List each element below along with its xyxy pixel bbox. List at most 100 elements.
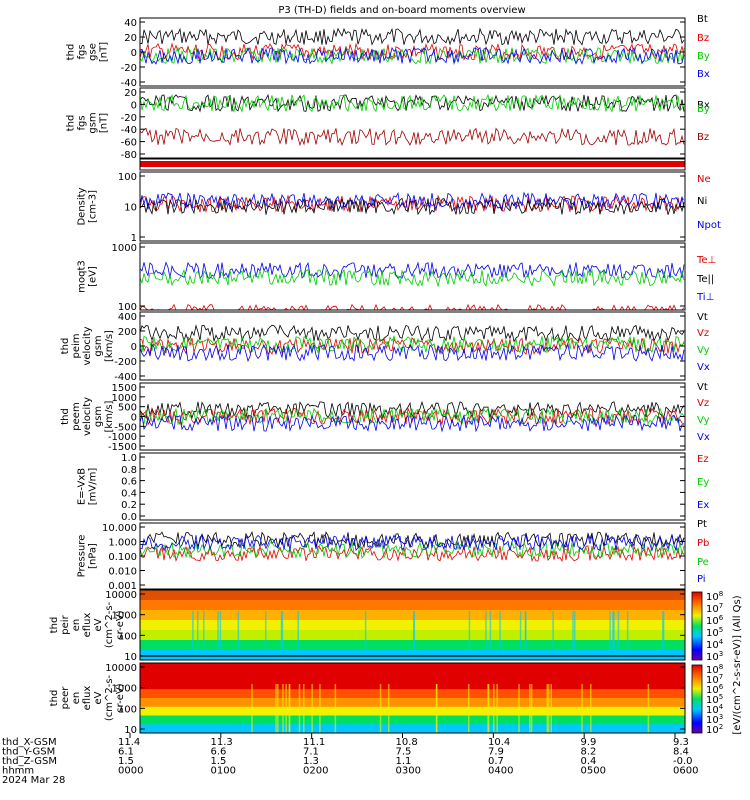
y-tick-label: 10000 (105, 590, 137, 601)
x-row-value: 0400 (488, 766, 513, 777)
y-tick-label: 100 (118, 172, 137, 183)
y-tick-label: 1000 (112, 684, 137, 695)
legend-entry: Bz (697, 33, 709, 44)
x-row-value: 0100 (211, 766, 236, 777)
x-row-label: thd_Z-GSM (2, 756, 57, 767)
series-trace-2 (139, 261, 685, 279)
x-row-value: 8.4 (673, 747, 689, 758)
y-tick-label: -500 (114, 422, 137, 433)
legend-entry: By (697, 51, 710, 62)
y-tick-label: 0.4 (121, 488, 137, 499)
colorbar-tick-label: 107 (706, 673, 723, 686)
spectrogram-band (140, 724, 685, 734)
series-trace-3 (139, 343, 685, 363)
x-row-value: -0.0 (673, 756, 693, 767)
colorbar-tick-label: 106 (706, 683, 724, 696)
y-tick-label: 400 (118, 312, 137, 323)
y-tick-label: -40 (121, 78, 137, 89)
x-row-value: 1.3 (303, 756, 319, 767)
y-tick-label: 10 (124, 652, 137, 663)
colorbar-scale (691, 591, 703, 661)
date-label: 2024 Mar 28 (2, 775, 65, 786)
legend-entry: Te⊥ (696, 255, 716, 266)
panel-frame (139, 662, 686, 734)
series-trace-2 (139, 191, 685, 211)
y-axis-label: thdpeirenefluxeV(cm^2-s-sr-eV) (49, 601, 126, 648)
y-tick-label: 200 (118, 327, 137, 338)
legend-entry: Vy (697, 415, 710, 426)
series-trace-0 (139, 324, 685, 343)
x-row-value: 11.3 (211, 737, 233, 748)
x-row-value: 10.4 (488, 737, 510, 748)
series-trace-0 (139, 303, 685, 311)
x-row-value: 1.1 (396, 756, 412, 767)
x-row-value: 8.2 (581, 747, 597, 758)
spectrogram-band (140, 715, 685, 725)
spectrogram-band (140, 689, 685, 699)
flag-bar (140, 161, 685, 167)
spectrogram-band (140, 610, 685, 621)
colorbar-tick-label: 105 (706, 626, 723, 639)
y-axis-label: moqt3[eV] (77, 260, 99, 293)
y-tick-label: -20 (121, 63, 137, 74)
colorbar-tick-label: 102 (706, 723, 723, 736)
legend-entry: Pe (697, 557, 709, 568)
y-tick-label: 100 (118, 704, 137, 715)
y-tick-label: 10000 (105, 663, 137, 674)
y-tick-label: 1.0 (121, 453, 137, 464)
series-trace-2 (139, 335, 685, 354)
x-row-value: 7.9 (488, 747, 504, 758)
legend-entry: Ni (697, 196, 707, 207)
panel-pressure: 10.000 1.000 0.100 0.010 0.001 Pressure[nPa] P… (77, 519, 710, 592)
y-tick-label: 40 (124, 18, 137, 29)
panel-flag (139, 158, 686, 171)
y-tick-label: 1000 (112, 393, 137, 404)
colorbar-label: [eV/(cm^2-s-sr-eV)] (All Qs) (732, 595, 743, 734)
x-row-value: 7.5 (396, 747, 412, 758)
legend-entry: Ey (697, 477, 709, 488)
series-trace-3 (139, 268, 685, 288)
panel-efield: 1.00.80.60.40.20.0 E=-VxB[mV/m] Ez Ey Ex (77, 452, 709, 523)
colorbar-tick-label: 104 (706, 703, 724, 716)
spectrogram-band (140, 590, 685, 601)
series-trace-3 (139, 46, 685, 65)
colorbar-tick-label: 103 (706, 650, 723, 663)
y-tick-label: 0.010 (108, 567, 137, 578)
legend-entry: By (697, 104, 710, 115)
y-tick-label: -1500 (108, 442, 137, 453)
legend-entry: Pi (697, 574, 706, 585)
y-tick-label: 1500 (112, 383, 137, 394)
y-tick-label: -40 (121, 125, 137, 136)
x-row-value: 1.5 (118, 756, 134, 767)
legend-entry: Bx (697, 100, 710, 111)
colorbar-tick-label: 105 (706, 693, 723, 706)
y-tick-label: 10.000 (102, 523, 137, 534)
y-tick-label: 10 (124, 725, 137, 736)
y-tick-label: -200 (114, 357, 137, 368)
y-axis-label: thdfgsgsm[nT] (66, 112, 110, 133)
panel-frame (139, 589, 686, 661)
panel-peer_spectrogram: 10000 1000 100 10 thdpeerenefluxeV(cm^2-s-sr… (49, 662, 686, 736)
y-tick-label: 20 (124, 33, 137, 44)
y-tick-label: 0.8 (121, 465, 137, 476)
panel-temperature: 1000 100 moqt3[eV] Te⊥ Te|| Ti⊥ (77, 242, 716, 313)
spectrogram-band (140, 663, 685, 673)
y-axis-label: thdfgsgse[nT] (66, 42, 110, 62)
y-tick-label: 1000 (112, 611, 137, 622)
chart-title: P3 (TH-D) fields and on-board moments ov… (278, 5, 525, 16)
x-row-label: hhmm (2, 766, 34, 777)
y-tick-label: 0 (131, 342, 137, 353)
y-tick-label: 0.6 (121, 477, 137, 488)
spectrogram-band (140, 680, 685, 690)
y-axis-label: thdpeerenefluxeV(cm^2-s-sr-eV) (49, 674, 126, 721)
x-row-value: 6.1 (118, 747, 134, 758)
legend-entry: Vx (697, 362, 710, 373)
colorbar-tick-label: 104 (706, 638, 724, 651)
legend-entry: Bt (697, 14, 708, 25)
spectrogram-band (140, 650, 685, 661)
y-axis-label: thdpeemvelocitygsm[km/s] (60, 397, 115, 436)
series-trace-0 (139, 27, 685, 46)
legend-entry: Npot (697, 220, 721, 231)
